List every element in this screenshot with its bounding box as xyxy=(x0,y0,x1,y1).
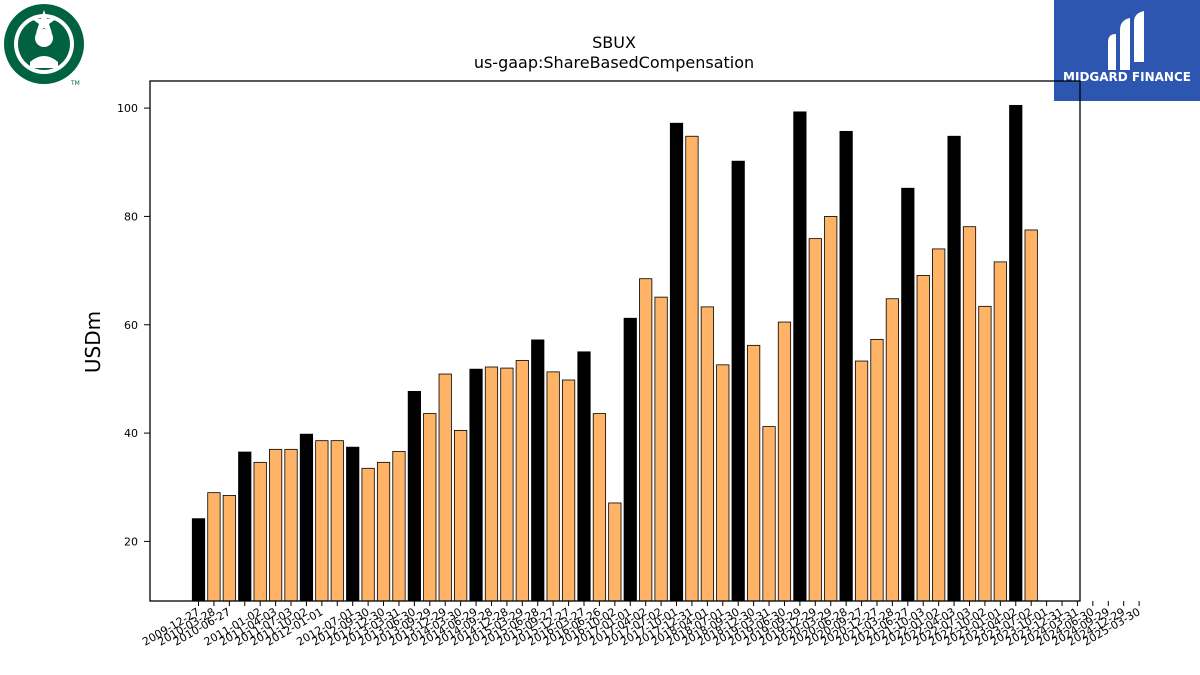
bar xyxy=(561,379,576,602)
bar xyxy=(361,467,375,602)
bar xyxy=(515,360,529,602)
x-axis: 2009-12-272010-03-282010-06-272011-01-02… xyxy=(140,601,1143,649)
bar xyxy=(438,373,452,602)
bar xyxy=(392,451,406,602)
bar xyxy=(731,160,745,602)
starbucks-logo: TM xyxy=(4,4,84,87)
bar xyxy=(238,451,252,602)
bar xyxy=(993,261,1007,602)
bar xyxy=(299,433,314,602)
bar xyxy=(346,446,360,602)
bar xyxy=(284,448,298,602)
star-icon xyxy=(32,10,56,33)
bar xyxy=(885,298,900,602)
bar xyxy=(716,364,730,602)
bar xyxy=(654,296,668,602)
bar xyxy=(947,135,961,602)
y-tick-label: 60 xyxy=(124,319,138,332)
bar xyxy=(592,413,607,602)
bar xyxy=(639,278,653,602)
y-tick-label: 100 xyxy=(117,102,138,115)
bar xyxy=(747,344,761,602)
bar xyxy=(531,339,545,602)
bar xyxy=(623,317,637,602)
bar xyxy=(469,368,483,602)
brand-name: MIDGARD FINANCE xyxy=(1063,70,1191,84)
bar xyxy=(577,351,591,602)
bar xyxy=(978,305,992,602)
plot-frame xyxy=(149,80,1081,602)
bar xyxy=(191,518,206,602)
chart-title: SBUX xyxy=(592,33,636,52)
bar xyxy=(1024,229,1038,602)
chart-subtitle: us-gaap:ShareBasedCompensation xyxy=(474,53,754,72)
bar xyxy=(253,461,267,602)
bar xyxy=(700,306,714,602)
bar xyxy=(315,440,329,602)
bars xyxy=(191,104,1038,602)
bar xyxy=(407,390,421,602)
bar xyxy=(423,413,437,602)
bar xyxy=(839,130,853,602)
bar xyxy=(484,366,499,602)
bar xyxy=(685,135,699,602)
bar xyxy=(669,122,684,602)
bar xyxy=(608,502,622,602)
bar xyxy=(962,226,977,602)
bar xyxy=(870,338,884,602)
bar xyxy=(808,238,822,602)
bar xyxy=(546,371,560,602)
bar xyxy=(376,461,391,602)
bar xyxy=(824,216,838,602)
bar xyxy=(932,248,946,602)
bar xyxy=(854,360,869,602)
midgard-finance-logo: MIDGARD FINANCE xyxy=(1054,0,1200,101)
svg-text:TM: TM xyxy=(70,80,80,87)
bar xyxy=(207,492,221,602)
bar xyxy=(222,494,236,602)
bar xyxy=(777,321,792,602)
bar xyxy=(454,429,468,602)
y-tick-label: 80 xyxy=(124,210,138,223)
bar xyxy=(762,426,776,602)
bar xyxy=(1009,104,1023,602)
bar xyxy=(268,448,283,602)
y-tick-label: 20 xyxy=(124,535,138,548)
bar xyxy=(500,367,514,602)
bar xyxy=(330,440,344,602)
bar xyxy=(901,187,915,602)
y-axis: 20 40 60 80 100 xyxy=(117,102,150,548)
y-axis-label: USDm xyxy=(81,311,105,373)
bar xyxy=(793,111,807,602)
y-tick-label: 40 xyxy=(124,427,138,440)
bar xyxy=(916,275,930,602)
